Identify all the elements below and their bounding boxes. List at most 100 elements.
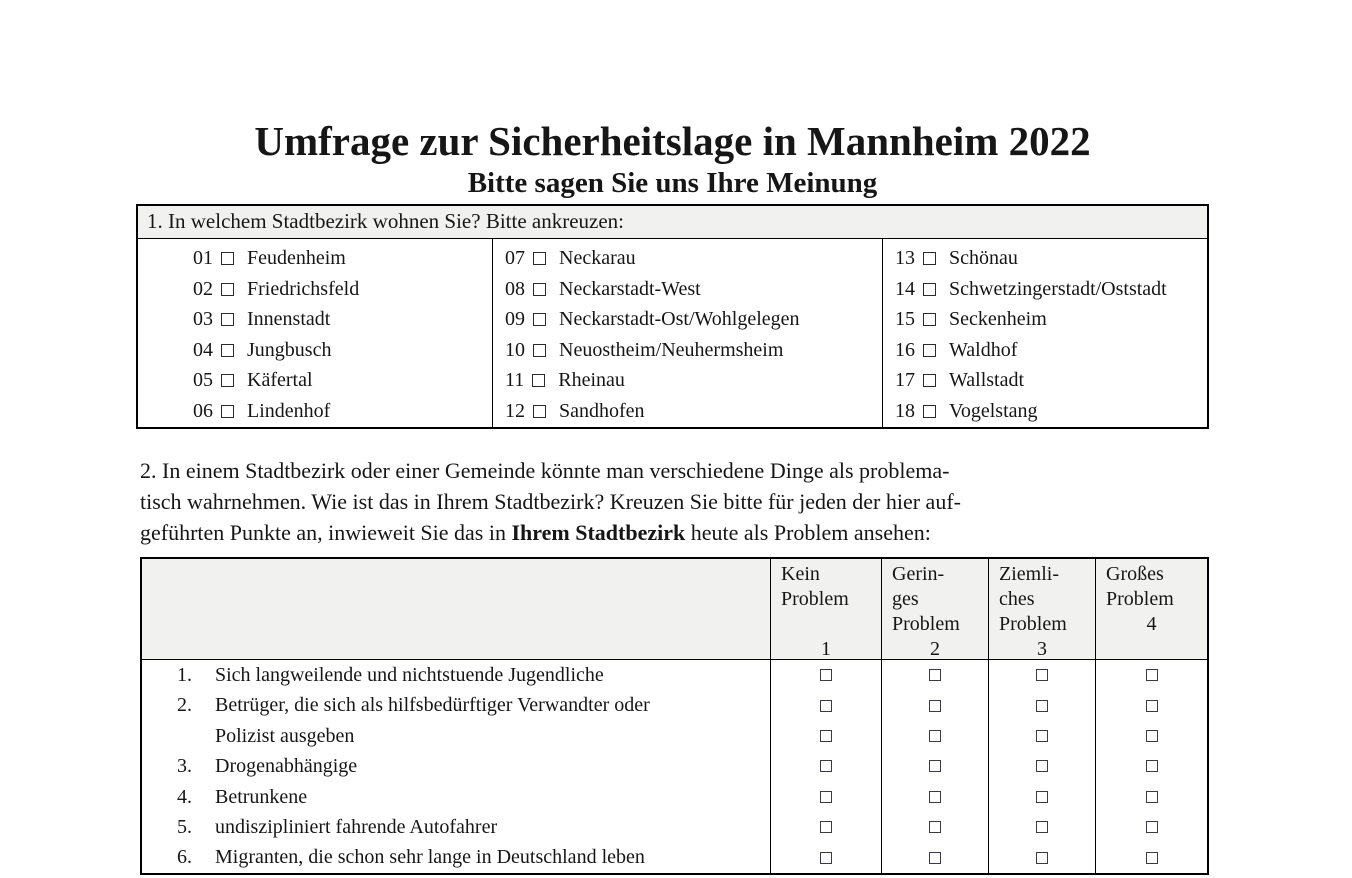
intro-line3-pre: geführten Punkte an, inwieweit Sie das i… [140,520,512,545]
q2-checkbox-row2a-col2[interactable] [929,699,941,712]
q2-cell [1095,660,1207,691]
district-number: 01 [193,247,213,269]
q2-checkbox-row4-col2[interactable] [929,790,941,803]
q2-checkbox-row3-col2[interactable] [929,760,941,773]
question2-table-header: Kein Problem 1 Gerin- ges Problem 2 Ziem… [142,559,1207,660]
district-checkbox-10[interactable] [533,343,546,357]
q2-cell [1095,781,1207,812]
district-item-09: 09 Neckarstadt-Ost/Wohlgelegen [505,304,882,335]
q2-checkbox-row2a-col4[interactable] [1145,699,1158,712]
district-checkbox-18[interactable] [923,404,936,418]
district-label: Rheinau [558,369,625,391]
q2-row-3: 3. Drogenabhängige [142,751,1207,782]
district-item-08: 08 Neckarstadt-West [505,274,882,305]
district-checkbox-07[interactable] [533,252,546,265]
district-column-2: 07 Neckarau 08 Neckarstadt-West 09 Neckarst… [492,239,882,427]
q2-checkbox-row2a-col1[interactable] [820,699,832,712]
district-column-3: 13 Schönau 14 Schwetzingerstadt/Oststadt 1… [882,239,1207,427]
q2-row-label: Migranten, die schon sehr lange in Deuts… [215,846,645,869]
question1-box: 1. In welchem Stadtbezirk wohnen Sie? Bi… [136,204,1209,429]
district-item-18: 18 Vogelstang [895,396,1207,427]
q2-row-number [142,721,215,751]
district-checkbox-03[interactable] [221,313,234,326]
district-checkbox-01[interactable] [221,252,234,265]
q2-cell [988,690,1095,721]
intro-bold-ihrem-stadtbezirk: Ihrem Stadtbezirk [511,520,686,545]
district-checkbox-04[interactable] [221,343,234,357]
q2-checkbox-row1-col4[interactable] [1145,669,1158,682]
district-checkbox-02[interactable] [221,282,234,296]
district-column-1: 01 Feudenheim 02 Friedrichsfeld 03 Innensta… [138,239,492,427]
q2-checkbox-row6-col1[interactable] [820,851,832,864]
district-checkbox-15[interactable] [923,313,936,326]
district-checkbox-05[interactable] [221,374,234,387]
q2-checkbox-row2b-col1[interactable] [820,729,832,742]
q2-cell [770,811,881,843]
q2-row-2-line2: Polizist ausgeben [142,720,1207,752]
q2-checkbox-row4-col3[interactable] [1036,790,1048,803]
district-item-17: 17 Wallstadt [895,365,1207,396]
district-item-16: 16 Waldhof [895,335,1207,366]
q2-checkbox-row5-col1[interactable] [820,821,832,834]
q2-checkbox-row4-col1[interactable] [820,790,832,803]
q2-row-number: 4. [177,785,192,808]
q2-checkbox-row2a-col3[interactable] [1036,699,1048,712]
q2-row-label: Sich langweilende und nichtstuende Jugen… [215,664,604,686]
q2-cell [988,811,1095,843]
q2-checkbox-row3-col4[interactable] [1145,760,1158,773]
q2-checkbox-row5-col3[interactable] [1036,821,1048,834]
q2-header-empty-cell [142,559,770,659]
district-number: 07 [505,247,525,269]
q2-checkbox-row1-col3[interactable] [1036,669,1048,682]
q2-checkbox-row2b-col4[interactable] [1145,729,1158,742]
district-label: Seckenheim [949,308,1047,330]
q2-row-5: 5. undiszipliniert fahrende Autofahrer [142,811,1207,843]
q2-cell [770,781,881,812]
q2-row-number: 6. [177,846,192,869]
district-checkbox-17[interactable] [923,374,936,387]
district-checkbox-08[interactable] [533,282,546,296]
q2-checkbox-row1-col2[interactable] [929,669,941,682]
q2-cell [1095,842,1207,873]
page-subtitle: Bitte sagen Sie uns Ihre Meinung [467,167,878,199]
page-title: Umfrage zur Sicherheitslage in Mannheim … [254,118,1091,164]
q2-checkbox-row1-col1[interactable] [820,669,832,682]
q2-checkbox-row5-col4[interactable] [1145,821,1158,834]
q2-cell [881,751,988,782]
district-checkbox-13[interactable] [923,252,936,265]
q2-checkbox-row5-col2[interactable] [929,821,941,834]
q2-header-grosses-problem: Großes Problem 4 [1095,559,1207,659]
q2-checkbox-row4-col4[interactable] [1145,790,1158,803]
district-item-14: 14 Schwetzingerstadt/Oststadt [895,274,1207,305]
q2-checkbox-row6-col4[interactable] [1145,851,1158,864]
q2-header-number-1: 1 [821,638,831,659]
q2-checkbox-row6-col2[interactable] [929,851,941,864]
q2-checkbox-row2b-col3[interactable] [1036,729,1048,742]
district-checkbox-12[interactable] [533,404,546,418]
q2-checkbox-row2b-col2[interactable] [929,729,941,742]
q2-cell [988,751,1095,782]
q2-cell [881,781,988,812]
question1-district-list: 01 Feudenheim 02 Friedrichsfeld 03 Innensta… [138,239,1207,427]
district-label: Käfertal [247,369,313,391]
q2-header-geringes-problem: Gerin- ges Problem 2 [881,559,988,659]
district-checkbox-06[interactable] [221,404,234,418]
question2-table: Kein Problem 1 Gerin- ges Problem 2 Ziem… [140,557,1209,875]
district-item-01: 01 Feudenheim [193,243,492,274]
district-number: 05 [193,369,213,391]
district-checkbox-16[interactable] [923,343,936,357]
q2-cell [1095,690,1207,721]
district-item-05: 05 Käfertal [193,365,492,396]
district-number: 06 [193,399,213,422]
district-item-04: 04 Jungbusch [193,335,492,366]
district-number: 13 [895,247,915,269]
q2-checkbox-row3-col1[interactable] [820,760,832,773]
district-number: 04 [193,338,213,361]
q2-checkbox-row3-col3[interactable] [1036,760,1048,773]
intro-line3-post: heute als Problem ansehen: [685,520,931,545]
q2-checkbox-row6-col3[interactable] [1036,851,1048,864]
q2-cell [988,660,1095,691]
district-checkbox-14[interactable] [923,282,936,296]
district-checkbox-11[interactable] [532,374,546,387]
district-checkbox-09[interactable] [533,313,546,326]
